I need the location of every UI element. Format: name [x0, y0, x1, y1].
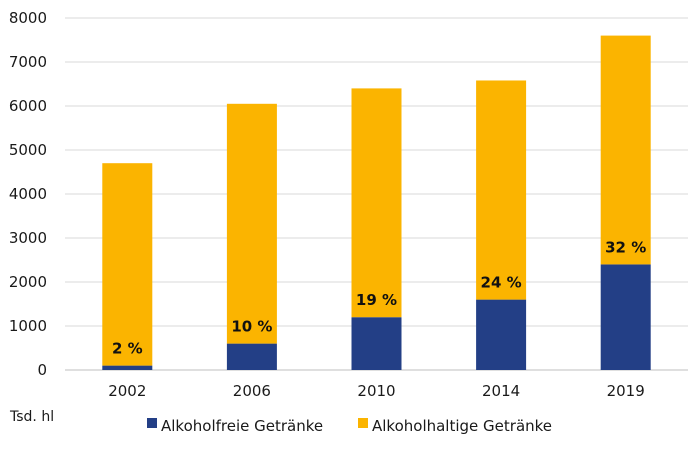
- y-tick-label: 3000: [9, 229, 47, 247]
- data-labels: 2 % 10 % 19 % 24 % 32 %: [112, 238, 646, 357]
- legend-label-alkoholhaltige: Alkoholhaltige Getränke: [372, 417, 552, 435]
- bar-alkoholhaltige-2002: [102, 163, 153, 366]
- x-tick-label: 2010: [357, 382, 395, 400]
- bar-alkoholfreie-2010: [351, 317, 402, 370]
- y-tick-label: 6000: [9, 97, 47, 115]
- data-label-2014: 24 %: [481, 274, 522, 292]
- bar-alkoholhaltige-2014: [476, 80, 527, 300]
- bar-alkoholfreie-2006: [226, 343, 277, 370]
- unit-label: Tsd. hl: [9, 409, 54, 425]
- bar-alkoholhaltige-2019: [600, 35, 651, 265]
- legend-swatch-alkoholfreie: [147, 418, 157, 428]
- x-tick-label: 2019: [607, 382, 645, 400]
- legend-label-alkoholfreie: Alkoholfreie Getränke: [161, 417, 323, 435]
- legend: Alkoholfreie Getränke Alkoholhaltige Get…: [147, 417, 552, 435]
- bar-alkoholhaltige-2010: [351, 88, 402, 318]
- y-tick-label: 5000: [9, 141, 47, 159]
- x-tick-label: 2002: [108, 382, 146, 400]
- bar-alkoholfreie-2002: [102, 365, 153, 370]
- data-label-2002: 2 %: [112, 340, 143, 358]
- y-tick-label: 1000: [9, 317, 47, 335]
- legend-swatch-alkoholhaltige: [358, 418, 368, 428]
- y-tick-label: 2000: [9, 273, 47, 291]
- x-axis-ticks: 2002 2006 2010 2014 2019: [108, 382, 645, 400]
- data-label-2010: 19 %: [356, 291, 397, 309]
- bar-alkoholfreie-2019: [600, 264, 651, 370]
- y-tick-label: 8000: [9, 9, 47, 27]
- bar-alkoholfreie-2014: [476, 299, 527, 370]
- y-axis-ticks: 0 1000 2000 3000 4000 5000 6000 7000 8000: [9, 9, 47, 379]
- data-label-2006: 10 %: [231, 318, 272, 336]
- x-tick-label: 2014: [482, 382, 520, 400]
- bar-alkoholhaltige-2006: [226, 103, 277, 344]
- bars: [102, 35, 651, 370]
- y-tick-label: 4000: [9, 185, 47, 203]
- data-label-2019: 32 %: [605, 238, 646, 256]
- x-tick-label: 2006: [233, 382, 271, 400]
- y-tick-label: 7000: [9, 53, 47, 71]
- y-tick-label: 0: [37, 361, 47, 379]
